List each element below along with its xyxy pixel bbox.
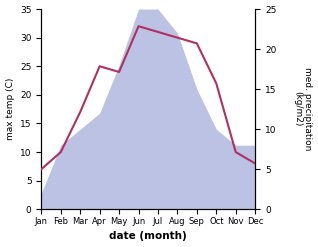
Y-axis label: max temp (C): max temp (C) <box>5 78 15 140</box>
X-axis label: date (month): date (month) <box>109 231 187 242</box>
Y-axis label: med. precipitation
(kg/m2): med. precipitation (kg/m2) <box>293 67 313 151</box>
